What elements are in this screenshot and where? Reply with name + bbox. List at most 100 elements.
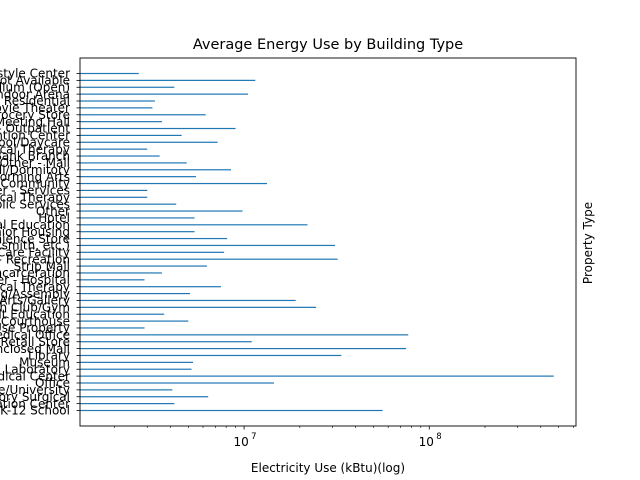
bar: [80, 341, 252, 343]
bar: [80, 279, 145, 281]
x-ticks: 10 7 10 8: [114, 426, 574, 449]
bar: [80, 320, 189, 322]
y-tick-label: Enclosed Mall: [0, 342, 70, 356]
x-axis-label: Electricity Use (kBtu)(log): [251, 461, 405, 475]
bar: [80, 210, 243, 212]
plot-frame: [79, 57, 577, 427]
y-tick-label: Residential Care Facility / Senior Housi…: [0, 225, 70, 239]
bar: [80, 93, 249, 95]
y-tick-label: Office: [35, 376, 70, 390]
bar: [80, 361, 194, 363]
y-tick-label: Outpatient Rehabilitation/Physical Thera…: [0, 190, 70, 204]
y-tick-label: Strip Mall: [14, 259, 70, 273]
bar: [80, 368, 192, 370]
x-tick-label-exponent: 8: [436, 432, 441, 442]
bar: [80, 155, 160, 157]
y-tick-label: Courthouse: [1, 314, 70, 328]
bar: [80, 396, 209, 398]
bar: [80, 251, 225, 253]
y-tick-labels: K-12 SchoolWorship Facility / Other Educ…: [0, 67, 80, 418]
bar: [80, 134, 182, 136]
bar: [80, 409, 383, 412]
y-tick-label: Senior Care Facility: [0, 246, 70, 260]
y-tick-label: Fitness Center/Health Club/Gym: [0, 301, 70, 315]
bar: [80, 148, 148, 150]
bar: [80, 162, 187, 164]
y-axis-label: Property Type: [581, 202, 595, 284]
bar: [80, 334, 409, 336]
y-tick-label: Convention Center: [0, 129, 70, 143]
y-tick-label: Prison/Incarceration: [0, 266, 70, 280]
bar: [80, 244, 336, 247]
x-tick-label: 10: [233, 435, 248, 449]
y-tick-label: Social/Meeting/Assembly: [0, 287, 70, 301]
bar: [80, 86, 175, 88]
y-tick-label: Hotel: [38, 211, 70, 225]
bar: [80, 327, 145, 329]
bar: [80, 107, 153, 109]
y-tick-label: K-12 School: [0, 404, 70, 418]
bars-group: [80, 72, 554, 412]
y-tick-label: Laboratory: [5, 362, 70, 376]
bar: [80, 176, 197, 178]
y-tick-label: Bank Branch: [0, 149, 70, 163]
y-tick-label: Library: [28, 349, 70, 363]
bar: [80, 127, 236, 130]
y-tick-label: Other - Public Services: [0, 197, 70, 211]
y-tick-label: Adult Education: [0, 307, 70, 321]
bar: [80, 79, 256, 81]
y-tick-label: Meeting Hall: [0, 115, 70, 129]
y-tick-label: Retail Store: [1, 335, 70, 349]
bar: [80, 189, 148, 192]
bar: [80, 196, 148, 198]
y-tick-label: Grocery Store: [0, 108, 70, 122]
y-tick-label: Multifamily / Residential: [0, 94, 70, 108]
bar: [80, 286, 221, 288]
y-tick-label: Lifestyle Center: [0, 67, 70, 81]
bar: [80, 382, 274, 384]
y-tick-label: Movie Theater: [0, 101, 70, 115]
bar: [80, 272, 162, 274]
bar: [80, 203, 177, 205]
bar: [80, 299, 296, 302]
bar: [80, 292, 190, 295]
bar: [80, 114, 206, 116]
bar: [80, 306, 317, 308]
bar: [80, 100, 155, 102]
y-tick-label: Indoor Arena: [0, 87, 70, 101]
bar: [80, 169, 232, 171]
x-tick-label: 10: [419, 435, 434, 449]
y-tick-label: Other - Recreation: [0, 252, 70, 266]
y-tick-label: Performing Arts/Gallery: [0, 294, 70, 308]
y-tick-label: Pre-school/Daycare: [0, 135, 70, 149]
bar: [80, 258, 338, 260]
x-tick-label-exponent: 7: [251, 432, 256, 442]
y-tick-label: Museum: [19, 356, 70, 370]
bar: [80, 141, 218, 143]
bar: [80, 313, 165, 315]
y-tick-label: Medical Office: [0, 328, 70, 342]
y-tick-label: Urgent Care/Clinic/Other Outpatient / Ph…: [0, 280, 70, 294]
y-tick-label: College/University: [0, 383, 70, 397]
y-tick-label: Food Service / Community: [0, 177, 70, 191]
y-tick-label: Other - Mall: [0, 156, 70, 170]
bar: [80, 265, 207, 267]
y-tick-label: Residence Hall/Dormitory: [0, 163, 70, 177]
y-tick-label: Physical Therapy: [0, 142, 70, 156]
bar: [80, 217, 195, 219]
y-tick-label: Worship Facility / Other Education Cente…: [0, 397, 70, 411]
chart-title: Average Energy Use by Building Type: [193, 37, 463, 53]
y-tick-label: Other - Services: [0, 184, 70, 198]
bar: [80, 375, 554, 377]
bar: [80, 389, 173, 391]
y-tick-label: Performing Arts: [0, 170, 70, 184]
y-tick-label: Other: [36, 204, 70, 218]
bar: [80, 354, 342, 357]
bar: [80, 121, 162, 123]
bar: [80, 231, 195, 233]
y-tick-label: Repair Services (Vehicle, Shoe, Locksmit…: [0, 239, 70, 253]
y-tick-label: Other - Hospital: [0, 273, 70, 287]
bar: [80, 182, 268, 185]
y-tick-label: Data Center / Convenience Store: [0, 232, 70, 246]
